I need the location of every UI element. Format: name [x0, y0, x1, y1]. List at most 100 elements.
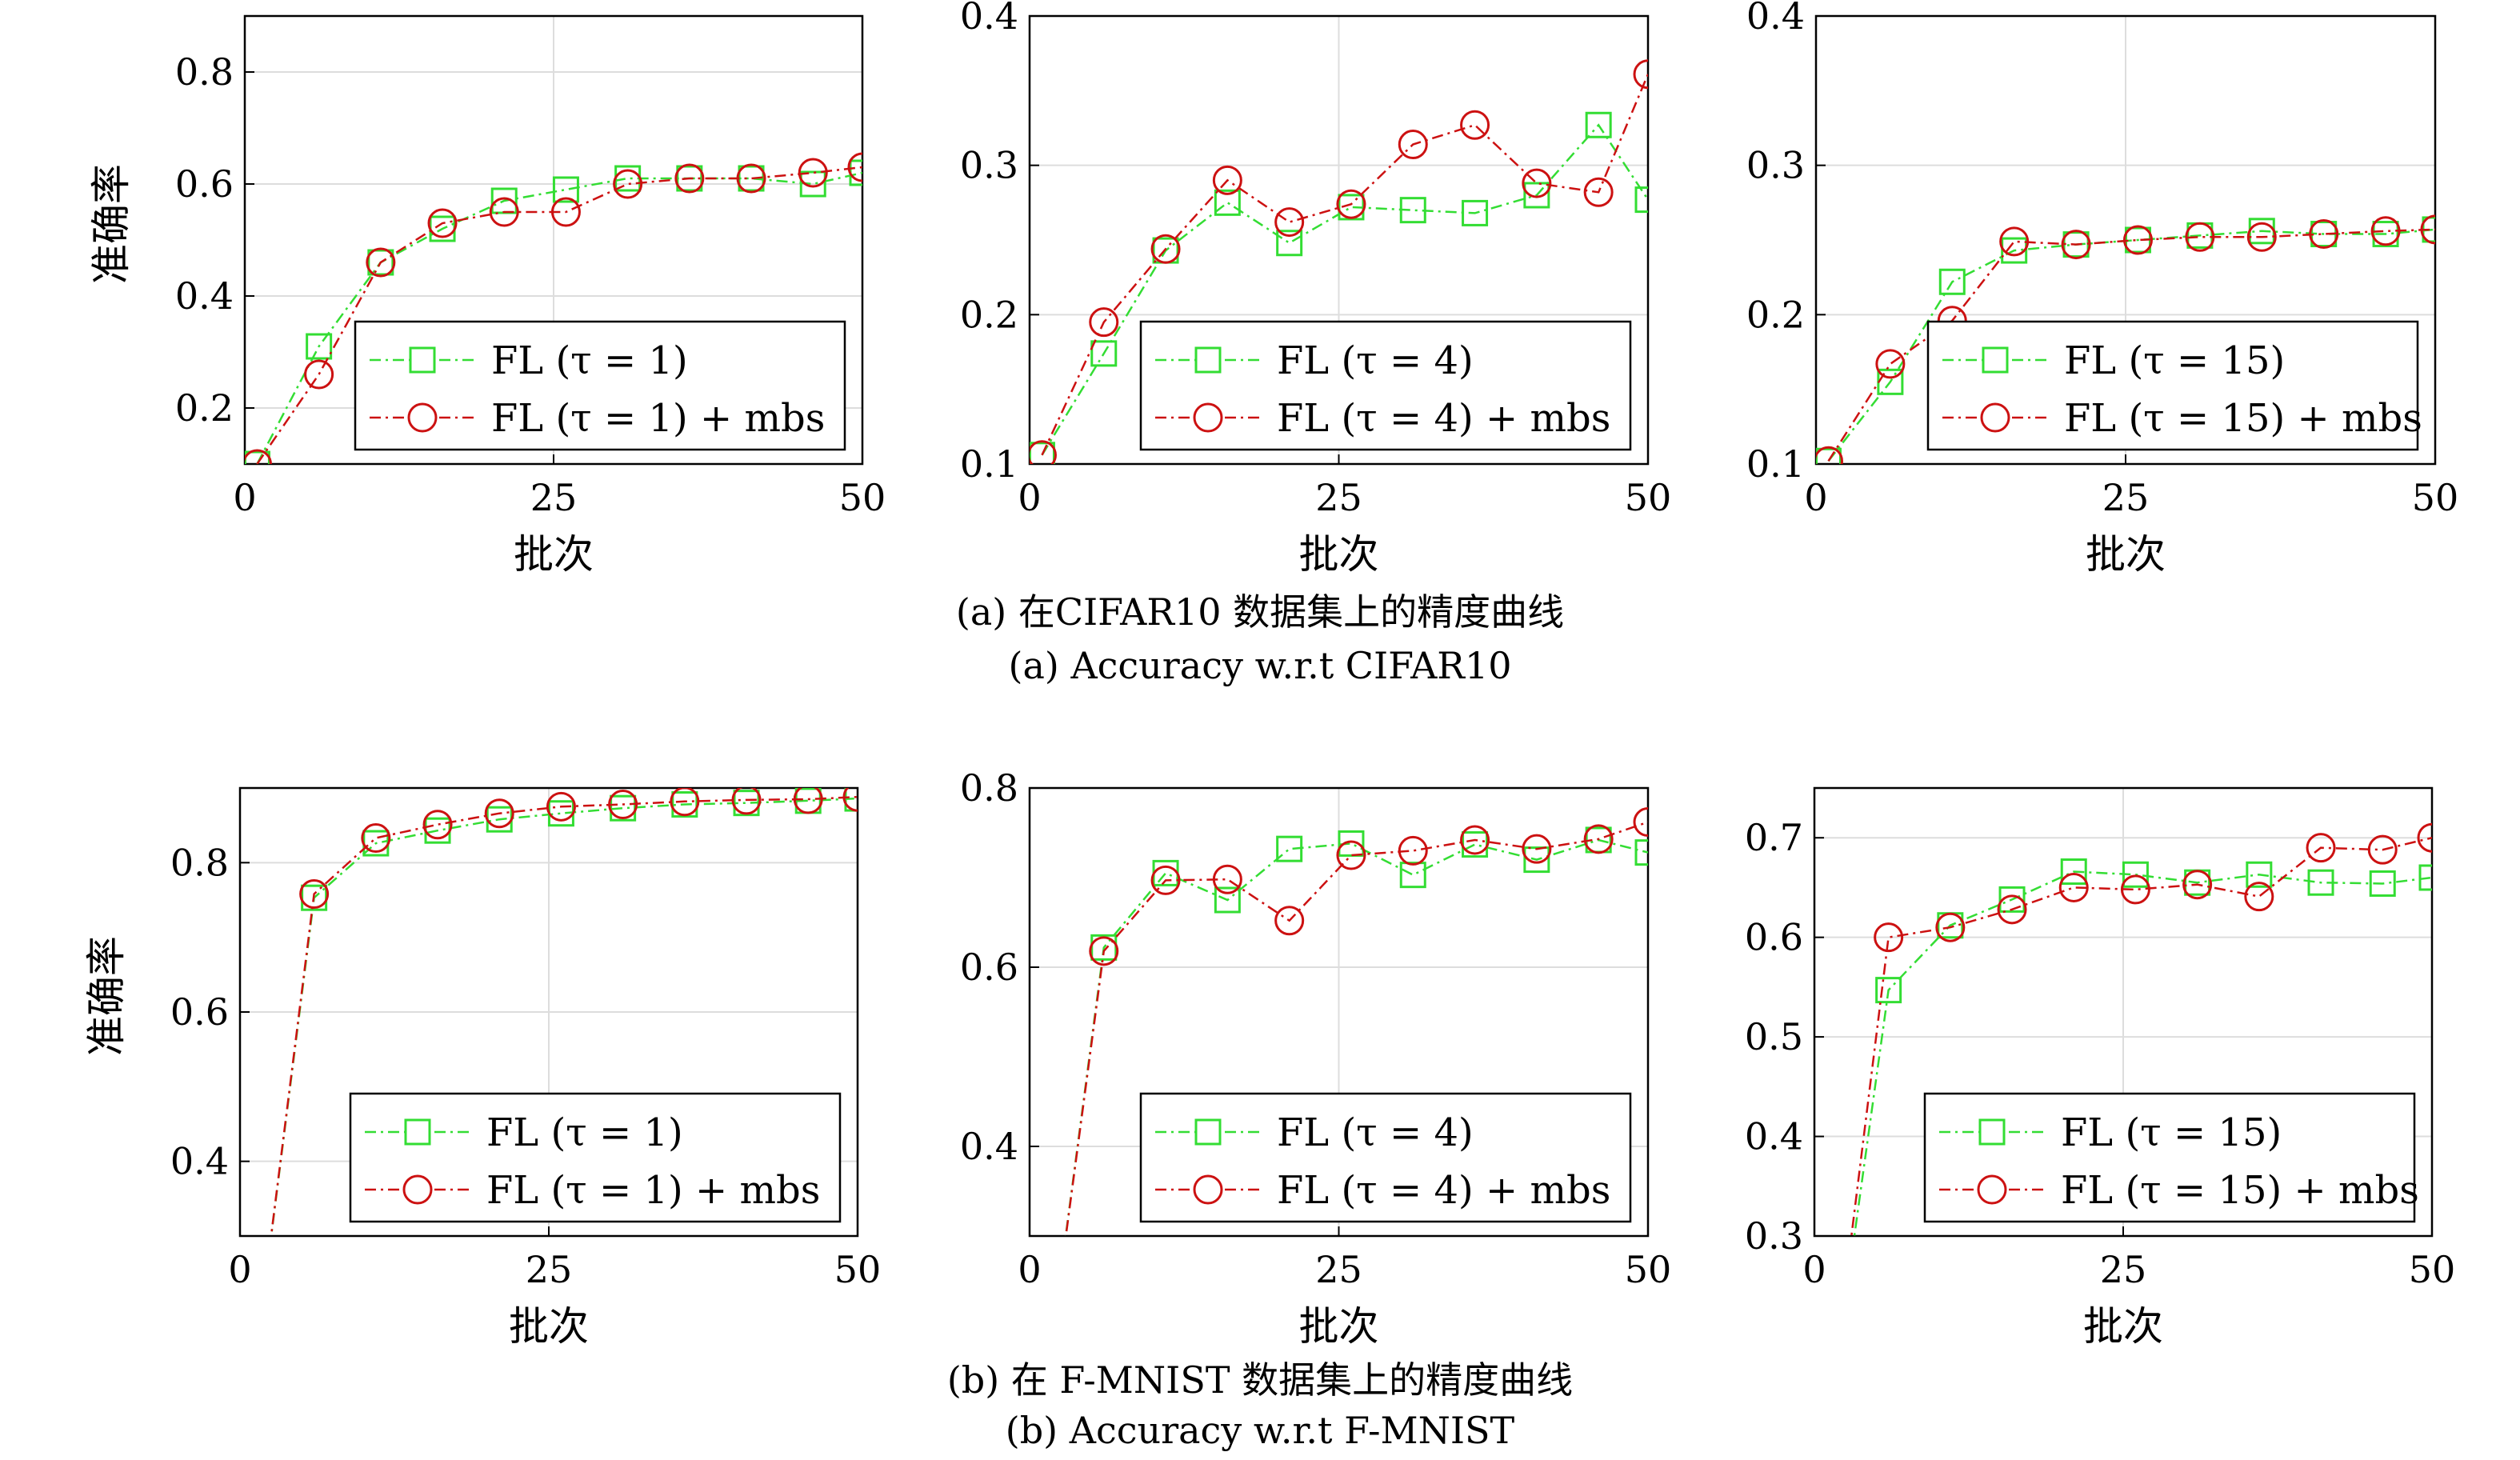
square-marker — [1338, 194, 1365, 221]
legend-label: FL (τ = 4) — [1277, 338, 1474, 383]
circle-marker — [1874, 922, 1904, 953]
circle-marker — [2246, 222, 2277, 252]
y-tick-label: 0.3 — [1745, 1214, 1803, 1258]
x-tick-label: 50 — [1625, 476, 1672, 519]
circle-marker — [1522, 168, 1552, 198]
circle-marker — [1816, 446, 1843, 464]
circle-marker — [670, 788, 700, 817]
circle-marker — [2185, 222, 2215, 252]
circle-marker — [1150, 234, 1181, 264]
legend: FL (τ = 1) FL (τ = 1) + mbs — [349, 1092, 842, 1223]
square-marker — [1338, 830, 1365, 857]
circle-marker — [793, 788, 823, 814]
x-tick-label: 0 — [1018, 476, 1041, 519]
y-tick-label: 0.6 — [1745, 916, 1803, 959]
x-axis-label: 批次 — [1299, 1303, 1379, 1350]
x-tick-label: 25 — [2102, 476, 2150, 519]
circle-marker — [1460, 110, 1490, 140]
circle-marker — [1398, 835, 1428, 866]
circle-marker — [361, 823, 391, 854]
series-line-fl — [256, 171, 862, 464]
circle-marker — [674, 163, 705, 194]
chart-2: 0 25 50 0.1 0.2 0.3 0.4 批次 FL (τ = 4) FL (τ = 4) … — [960, 0, 1671, 578]
x-axis-label: 批次 — [1299, 531, 1379, 578]
legend-circle-marker — [1193, 402, 1223, 433]
square-marker — [2307, 869, 2334, 896]
square-marker — [1523, 182, 1550, 209]
x-tick-label: 50 — [2412, 476, 2459, 519]
circle-marker — [304, 359, 334, 390]
x-tick-label: 25 — [1315, 476, 1362, 519]
y-tick-label: 0.2 — [175, 386, 234, 430]
square-marker — [1030, 442, 1055, 464]
legend-label: FL (τ = 1) — [486, 1110, 683, 1155]
circle-marker — [1522, 834, 1552, 864]
square-marker — [676, 165, 703, 192]
circle-marker — [299, 879, 330, 910]
legend-label: FL (τ = 15) — [2064, 338, 2285, 383]
x-axis-label: 批次 — [509, 1303, 589, 1350]
square-marker — [1875, 977, 1902, 1004]
y-tick-label: 0.6 — [960, 946, 1018, 989]
square-marker — [1634, 186, 1648, 214]
circle-marker — [2061, 230, 2091, 260]
y-tick-label: 0.4 — [960, 0, 1018, 38]
series-line-fl-mbs — [1041, 74, 1648, 456]
square-marker — [306, 333, 333, 360]
square-marker — [2122, 861, 2149, 888]
data-layer — [1850, 822, 2432, 1236]
legend-label: FL (τ = 4) + mbs — [1277, 396, 1610, 441]
square-marker — [1090, 340, 1118, 367]
circle-marker — [366, 247, 396, 278]
circle-marker — [484, 798, 514, 829]
y-tick-label: 0.3 — [960, 144, 1018, 187]
circle-marker — [422, 810, 453, 840]
circle-marker — [546, 791, 576, 822]
circle-marker — [1212, 864, 1242, 894]
legend-circle-marker — [1977, 1174, 2007, 1205]
legend: FL (τ = 15) FL (τ = 15) + mbs — [1926, 320, 2422, 451]
circle-marker — [2309, 219, 2339, 250]
circle-marker — [2367, 834, 2398, 865]
x-tick-label: 0 — [1802, 1248, 1826, 1291]
x-tick-label: 50 — [1625, 1248, 1672, 1291]
circle-marker — [1089, 936, 1119, 966]
circle-marker — [2182, 870, 2213, 900]
x-tick-label: 25 — [2100, 1248, 2147, 1291]
square-marker — [1214, 886, 1241, 914]
square-marker — [1276, 835, 1303, 862]
circle-marker — [2058, 872, 2089, 902]
y-tick-label: 0.2 — [1746, 293, 1805, 336]
series-line-fl — [1827, 228, 2435, 462]
legend-circle-marker — [1980, 402, 2010, 433]
legend-box — [1926, 320, 2419, 451]
y-axis-label: 准确率 — [83, 936, 130, 1056]
legend-label: FL (τ = 4) + mbs — [1277, 1168, 1610, 1213]
series-line-fl — [1853, 870, 2432, 1236]
circle-marker — [613, 169, 643, 199]
legend-square-marker — [404, 1118, 431, 1146]
circle-marker — [1875, 349, 1906, 379]
y-tick-label: 0.8 — [175, 50, 234, 94]
legend-box — [349, 1092, 842, 1223]
circle-marker — [245, 449, 272, 464]
y-tick-label: 0.7 — [1745, 816, 1803, 859]
caption-a-chinese: (a) 在CIFAR10 数据集上的精度曲线 — [955, 590, 1565, 634]
y-tick-label: 0.1 — [1746, 442, 1805, 486]
square-marker — [245, 450, 270, 464]
circle-marker — [731, 788, 762, 815]
circle-marker — [736, 163, 766, 194]
y-tick-label: 0.4 — [170, 1140, 229, 1183]
series-line-fl — [1064, 838, 1648, 1236]
square-marker — [2246, 861, 2273, 888]
square-marker — [671, 791, 698, 818]
x-tick-label: 0 — [228, 1248, 251, 1291]
circle-marker — [1150, 865, 1181, 895]
y-tick-label: 0.4 — [175, 274, 234, 318]
circle-marker — [1460, 825, 1490, 855]
y-tick-label: 0.8 — [170, 841, 229, 884]
series-line-fl-mbs — [270, 795, 858, 1236]
data-layer — [245, 152, 862, 464]
y-tick-label: 0.6 — [170, 990, 229, 1034]
